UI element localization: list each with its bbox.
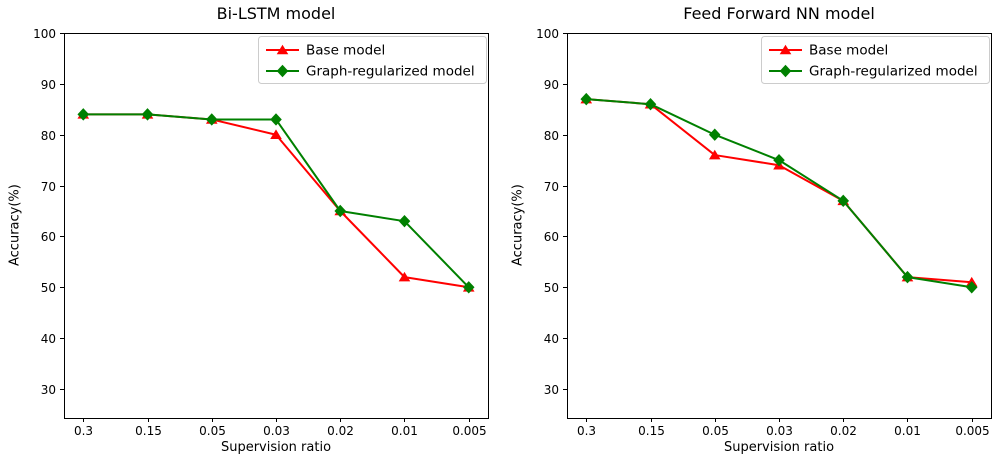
series-line-graph-regularized-model [83, 113, 470, 288]
subplot-bilstm: Bi-LSTM model Accuracy(%) Supervision ra… [8, 4, 489, 455]
x-tick-label: 0.05 [702, 424, 729, 438]
y-tick-label: 50 [544, 281, 559, 295]
x-tick-label: 0.15 [638, 424, 665, 438]
series-marker-graph-regularized-model [901, 270, 914, 284]
series-marker-graph-regularized-model [141, 108, 154, 121]
chart-canvas-ffnn: 30 40 50 60 70 80 90 100 0.3 0.15 0.05 0.03 0.02 0.01… [536, 27, 992, 438]
x-tick-label: 0.02 [327, 424, 354, 438]
series-marker-graph-regularized-model [205, 113, 218, 126]
y-tick-label: 40 [41, 332, 56, 346]
legend-marker-graph-regularized-model [276, 64, 289, 78]
series-line-base-model [83, 113, 469, 289]
y-tick-label: 60 [41, 230, 56, 244]
legend: Base model Graph-regularized model [761, 36, 990, 84]
subplot-ffnn: Feed Forward NN model Accuracy(%) Superv… [503, 0, 1006, 470]
x-tick-label: 0.01 [391, 424, 418, 438]
x-axis-label: Supervision ratio [220, 440, 332, 455]
chart-title: Feed Forward NN model [683, 4, 875, 23]
series-marker-graph-regularized-model [398, 214, 411, 228]
legend: Base model Graph-regularized model [258, 36, 487, 84]
series-marker-graph-regularized-model [644, 98, 657, 111]
y-tick-label: 90 [544, 78, 559, 92]
x-tick-label: 0.3 [577, 424, 596, 438]
x-tick-label: 0.03 [263, 424, 290, 438]
series-marker-base-model [708, 149, 721, 160]
legend-label: Base model [809, 43, 888, 59]
y-tick-label: 80 [544, 129, 559, 143]
y-tick-label: 100 [536, 27, 559, 41]
legend-box [258, 36, 487, 84]
x-tick-label: 0.3 [74, 424, 93, 438]
y-tick-label: 70 [544, 180, 559, 194]
x-tick-label: 0.005 [452, 424, 486, 438]
legend-label: Graph-regularized model [809, 64, 978, 80]
y-tick-label: 100 [33, 27, 56, 41]
series-line-base-model [586, 98, 972, 284]
plot-border [64, 33, 489, 419]
y-tick-label: 90 [41, 78, 56, 92]
x-tick-label: 0.05 [199, 424, 226, 438]
chart-title: Bi-LSTM model [216, 4, 336, 23]
x-tick-label: 0.02 [830, 424, 857, 438]
series-marker-graph-regularized-model [270, 113, 282, 126]
chart-canvas-bilstm: 30 40 50 60 70 80 90 100 0.3 0.15 0.05 0.03 0.02 0.01… [33, 27, 489, 438]
x-tick-label: 0.15 [135, 424, 162, 438]
y-tick-label: 30 [41, 383, 56, 397]
legend-marker-base-model [276, 44, 289, 55]
series-marker-graph-regularized-model [837, 194, 850, 208]
series-marker-base-model [398, 271, 411, 282]
y-tick-label: 80 [41, 129, 56, 143]
legend-label: Graph-regularized model [306, 64, 475, 80]
series-marker-graph-regularized-model [334, 204, 347, 218]
x-tick-label: 0.01 [894, 424, 921, 438]
series-marker-graph-regularized-model [708, 128, 721, 141]
legend-label: Base model [306, 43, 385, 59]
x-axis-label: Supervision ratio [723, 440, 835, 455]
series-marker-base-model [270, 129, 282, 140]
x-tick-label: 0.005 [955, 424, 989, 438]
series-marker-graph-regularized-model [77, 108, 90, 121]
y-tick-label: 40 [544, 332, 559, 346]
y-tick-label: 60 [544, 230, 559, 244]
legend-box [761, 36, 990, 84]
plot-border [567, 33, 992, 419]
series-line-graph-regularized-model [586, 98, 972, 289]
series-marker-graph-regularized-model [580, 92, 593, 106]
legend-marker-base-model [779, 44, 792, 55]
x-tick-label: 0.03 [766, 424, 793, 438]
series-marker-graph-regularized-model [462, 281, 475, 294]
y-tick-label: 30 [544, 383, 559, 397]
series-marker-graph-regularized-model [965, 281, 978, 294]
y-tick-label: 50 [41, 281, 56, 295]
y-tick-label: 70 [41, 180, 56, 194]
